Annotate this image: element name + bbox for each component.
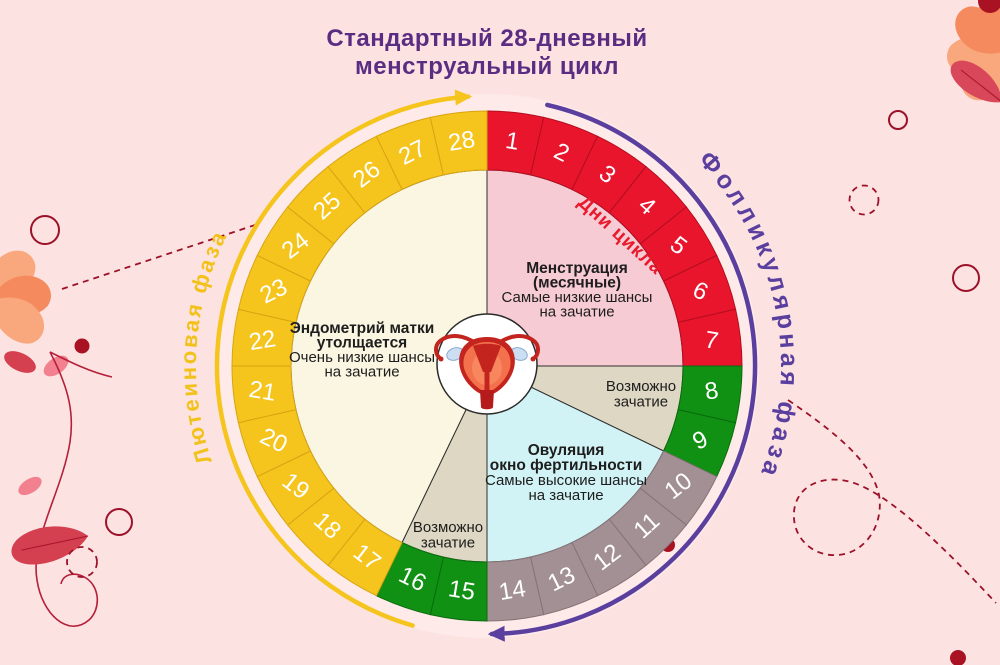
day-ring: 1 234567891011121314151617181920212223242… xyxy=(231,110,743,622)
sector-label-line: Менструация xyxy=(526,260,628,277)
inner-sectors xyxy=(290,169,684,563)
cervix-canal xyxy=(484,366,490,392)
sector-label-line: Самые низкие шансы xyxy=(502,289,653,306)
sector-label-line: на зачатие xyxy=(324,364,399,381)
day-number-21: 21 xyxy=(247,376,278,407)
pink-leaf-left xyxy=(43,355,69,377)
fimbriae-right xyxy=(530,356,536,362)
pink-leaf-bottom xyxy=(18,476,42,496)
sector-label-line: зачатие xyxy=(614,394,668,411)
sector-label-ovulation: Овуляция окно фертильности Самые высокие ш… xyxy=(485,442,647,504)
sector-label-line: на зачатие xyxy=(539,304,614,321)
dot-bottom-right xyxy=(950,650,966,665)
cervix xyxy=(480,390,494,410)
dot-top-right-corner xyxy=(978,0,1000,13)
day-segment-28 xyxy=(429,110,488,176)
circle-dashed-right xyxy=(848,184,880,216)
day-number-15: 15 xyxy=(446,575,477,606)
red-leaf-left xyxy=(4,351,36,373)
flower-left xyxy=(0,241,54,352)
uterus-cavity xyxy=(473,343,501,372)
day-number-28: 28 xyxy=(446,126,477,157)
follicular-arrow-purple xyxy=(487,102,758,642)
luteal-arrow-yellow xyxy=(214,89,473,628)
leaf-top-right xyxy=(944,52,1000,114)
sector-label-menstruation: Менструация (месячные) Самые низкие шансы н… xyxy=(502,260,653,321)
dashed-line-left xyxy=(61,223,259,290)
sector-label-line: Овуляция xyxy=(528,442,605,459)
circle-dashed-bottom-left xyxy=(66,546,98,578)
day-number-7: 7 xyxy=(703,326,721,355)
sector-label-possible-conception-left: Возможно зачатие xyxy=(413,519,483,552)
uterus-illustration xyxy=(434,313,540,415)
sector-label-line: Самые высокие шансы xyxy=(485,472,647,489)
circle-outline-left xyxy=(30,215,60,245)
day-number-22: 22 xyxy=(247,325,278,356)
sector-label-line: зачатие xyxy=(421,535,475,552)
dashed-squiggle-bottom-right xyxy=(787,399,997,604)
sector-label-line: Очень низкие шансы xyxy=(289,349,435,366)
circle-outline-right xyxy=(952,264,980,292)
dot-left xyxy=(74,338,90,354)
fimbriae-left xyxy=(438,356,444,362)
sector-label-line: Возможно xyxy=(606,378,676,395)
stem-spiral xyxy=(35,351,99,627)
day-number-1: 1 xyxy=(504,127,522,156)
day-number-14: 14 xyxy=(497,575,528,606)
sector-label-line: на зачатие xyxy=(528,487,603,504)
fallopian-tube-left xyxy=(434,334,479,361)
sector-label-line: (месячные) xyxy=(533,275,621,292)
sector-label-possible-conception-right: Возможно зачатие xyxy=(606,378,676,411)
red-leaf-bottom xyxy=(7,518,92,570)
sector-texts: Менструация (месячные) Самые низкие шансы н… xyxy=(289,260,676,552)
sector-label-line: Эндометрий матки xyxy=(290,320,435,337)
circle-outline-right-small xyxy=(888,110,908,130)
day-number-8: 8 xyxy=(703,377,721,406)
circle-outline-bottom-left xyxy=(105,508,133,536)
page-title-line2: менструальный цикл xyxy=(355,53,619,80)
sector-label-luteal-endometrium: Эндометрий матки утолщается Очень низкие ш… xyxy=(289,320,435,381)
sector-label-line: Возможно xyxy=(413,519,483,536)
fallopian-tube-right xyxy=(495,334,540,361)
sector-label-line: утолщается xyxy=(317,335,407,352)
stem-left-short xyxy=(49,351,113,378)
page-title-line1: Стандартный 28-дневный xyxy=(326,25,647,52)
sector-label-line: окно фертильности xyxy=(490,457,642,474)
